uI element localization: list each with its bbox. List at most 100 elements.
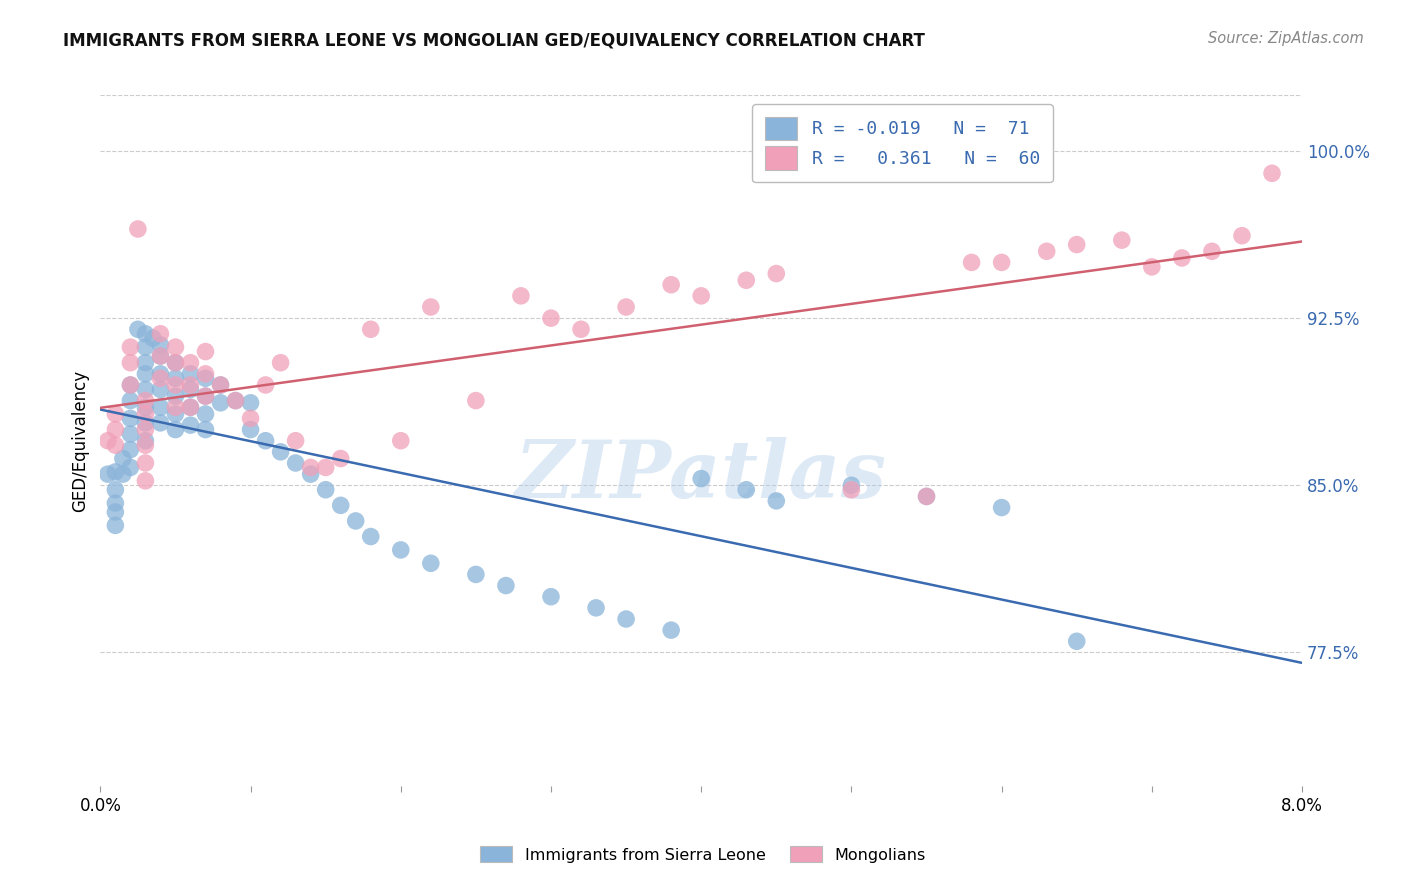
Point — [134, 474, 156, 488]
Point — [127, 322, 149, 336]
Point — [194, 344, 217, 359]
Legend: Immigrants from Sierra Leone, Mongolians: Immigrants from Sierra Leone, Mongolians — [472, 838, 934, 871]
Point — [389, 434, 412, 448]
Point — [179, 356, 201, 370]
Point — [1066, 237, 1088, 252]
Point — [315, 483, 337, 497]
Point — [194, 389, 217, 403]
Point — [120, 411, 142, 425]
Point — [194, 371, 217, 385]
Point — [179, 378, 201, 392]
Legend: R = -0.019   N =  71, R =   0.361   N =  60: R = -0.019 N = 71, R = 0.361 N = 60 — [752, 104, 1053, 182]
Point — [1111, 233, 1133, 247]
Point — [165, 340, 187, 354]
Point — [1230, 228, 1253, 243]
Point — [270, 356, 292, 370]
Point — [329, 499, 352, 513]
Point — [1171, 251, 1194, 265]
Point — [134, 356, 156, 370]
Point — [149, 367, 172, 381]
Point — [915, 490, 938, 504]
Point — [165, 407, 187, 421]
Point — [149, 401, 172, 415]
Point — [239, 396, 262, 410]
Point — [111, 467, 134, 482]
Point — [841, 483, 863, 497]
Point — [540, 311, 562, 326]
Point — [915, 490, 938, 504]
Point — [389, 542, 412, 557]
Point — [1201, 244, 1223, 259]
Point — [120, 378, 142, 392]
Point — [134, 326, 156, 341]
Point — [104, 483, 127, 497]
Point — [254, 378, 277, 392]
Point — [134, 340, 156, 354]
Point — [104, 438, 127, 452]
Point — [134, 416, 156, 430]
Point — [1066, 634, 1088, 648]
Point — [149, 338, 172, 352]
Point — [464, 567, 486, 582]
Point — [120, 356, 142, 370]
Point — [284, 456, 307, 470]
Point — [179, 367, 201, 381]
Point — [464, 393, 486, 408]
Point — [315, 460, 337, 475]
Point — [284, 434, 307, 448]
Text: ZIPatlas: ZIPatlas — [515, 436, 887, 514]
Point — [540, 590, 562, 604]
Point — [614, 300, 637, 314]
Point — [179, 401, 201, 415]
Point — [179, 418, 201, 433]
Point — [735, 483, 758, 497]
Point — [134, 393, 156, 408]
Point — [120, 427, 142, 442]
Point — [299, 467, 322, 482]
Point — [134, 434, 156, 448]
Point — [134, 383, 156, 397]
Point — [97, 467, 120, 482]
Point — [165, 356, 187, 370]
Point — [120, 393, 142, 408]
Point — [690, 472, 713, 486]
Point — [165, 401, 187, 415]
Point — [165, 371, 187, 385]
Point — [149, 416, 172, 430]
Text: IMMIGRANTS FROM SIERRA LEONE VS MONGOLIAN GED/EQUIVALENCY CORRELATION CHART: IMMIGRANTS FROM SIERRA LEONE VS MONGOLIA… — [63, 31, 925, 49]
Point — [659, 277, 682, 292]
Point — [254, 434, 277, 448]
Point — [765, 494, 787, 508]
Point — [149, 326, 172, 341]
Point — [134, 438, 156, 452]
Point — [510, 289, 533, 303]
Point — [841, 478, 863, 492]
Point — [165, 378, 187, 392]
Point — [194, 423, 217, 437]
Point — [225, 393, 247, 408]
Point — [149, 383, 172, 397]
Point — [134, 456, 156, 470]
Point — [149, 349, 172, 363]
Point — [585, 600, 607, 615]
Point — [990, 500, 1012, 515]
Text: Source: ZipAtlas.com: Source: ZipAtlas.com — [1208, 31, 1364, 46]
Point — [111, 451, 134, 466]
Point — [134, 407, 156, 421]
Point — [165, 389, 187, 403]
Point — [239, 423, 262, 437]
Point — [239, 411, 262, 425]
Point — [165, 356, 187, 370]
Point — [194, 389, 217, 403]
Y-axis label: GED/Equivalency: GED/Equivalency — [72, 369, 89, 512]
Point — [225, 393, 247, 408]
Point — [1035, 244, 1057, 259]
Point — [97, 434, 120, 448]
Point — [120, 378, 142, 392]
Point — [142, 331, 165, 345]
Point — [179, 383, 201, 397]
Point — [104, 407, 127, 421]
Point — [134, 367, 156, 381]
Point — [104, 465, 127, 479]
Point — [194, 407, 217, 421]
